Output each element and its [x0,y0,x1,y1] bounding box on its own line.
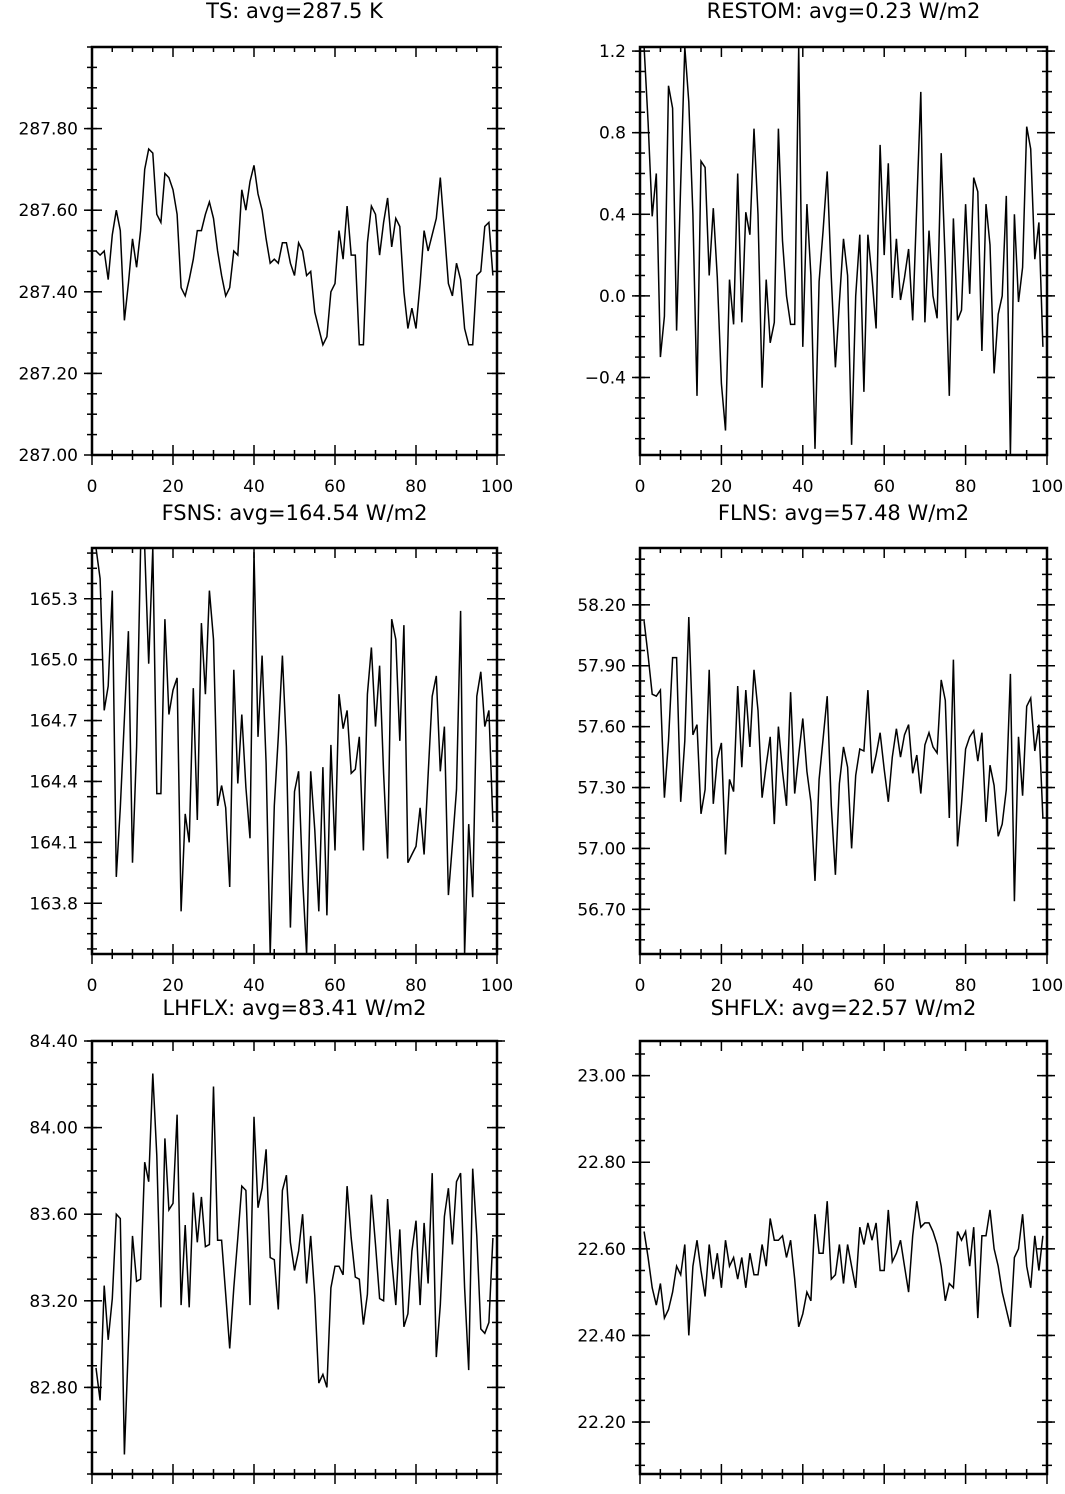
y-tick-label: 0.4 [599,205,626,225]
series-line [643,616,1044,902]
y-tick-label: 287.20 [19,364,78,384]
chart-title: SHFLX: avg=22.57 W/m2 [711,996,977,1020]
y-tick-label: 287.00 [19,446,78,466]
y-tick-label: 83.60 [29,1205,78,1225]
y-tick-label: 22.40 [577,1326,626,1346]
y-tick-label: 165.0 [29,651,78,671]
y-tick-label: 165.3 [29,590,78,610]
x-tick-label: 20 [711,976,733,996]
y-tick-label: 22.20 [577,1413,626,1433]
y-tick-label: 83.20 [29,1292,78,1312]
x-tick-label: 0 [87,976,98,996]
y-tick-label: −0.4 [585,368,626,388]
chart-title: FSNS: avg=164.54 W/m2 [162,501,428,525]
y-tick-label: 57.30 [577,779,626,799]
y-tick-label: 82.80 [29,1378,78,1398]
chart-panel-5: SHFLX: avg=22.57 W/m2 22.20 22.40 22.60 22.8… [577,996,1055,1484]
y-tick-label: 56.70 [577,900,626,920]
x-tick-label: 20 [711,477,733,497]
y-tick-label: 164.1 [29,833,78,853]
x-tick-label: 100 [1031,976,1063,996]
plot-frame [90,1039,499,1476]
y-tick-label: 164.7 [29,712,78,732]
x-tick-label: 80 [405,477,427,497]
plot-frame [638,1039,1049,1476]
y-tick-label: 0.8 [599,124,626,144]
y-tick-label: 287.60 [19,201,78,221]
plot-frame [90,45,499,457]
x-tick-label: 80 [405,976,427,996]
series-line [95,547,494,955]
x-tick-label: 60 [873,477,895,497]
x-tick-label: 40 [792,976,814,996]
y-tick-label: 23.00 [577,1067,626,1087]
y-tick-label: 164.4 [29,772,78,792]
y-tick-label: 84.40 [29,1032,78,1052]
chart-title: LHFLX: avg=83.41 W/m2 [162,996,426,1020]
y-tick-label: 57.90 [577,657,626,677]
x-tick-label: 0 [635,477,646,497]
x-tick-label: 40 [243,477,265,497]
chart-panel-4: LHFLX: avg=83.41 W/m2 82.80 83.20 83.60 84.0… [29,996,505,1484]
x-tick-label: 20 [162,976,184,996]
chart-panel-0: TS: avg=287.5 K 287.00 287.20 287.40 287.60 2… [19,0,514,497]
series-line [95,1073,494,1455]
y-tick-label: 58.20 [577,596,626,616]
chart-title: TS: avg=287.5 K [205,0,384,23]
chart-panel-2: FSNS: avg=164.54 W/m2 163.8 164.1 164.4 164.… [29,501,513,996]
x-tick-label: 0 [635,976,646,996]
x-tick-label: 0 [87,477,98,497]
chart-title: RESTOM: avg=0.23 W/m2 [707,0,981,23]
x-tick-label: 100 [1031,477,1063,497]
y-tick-label: 22.60 [577,1240,626,1260]
x-tick-label: 40 [792,477,814,497]
plot-frame [638,546,1049,956]
x-tick-label: 40 [243,976,265,996]
x-tick-label: 80 [955,976,977,996]
x-tick-label: 60 [873,976,895,996]
y-tick-label: 84.00 [29,1119,78,1139]
chart-panel-1: RESTOM: avg=0.23 W/m2 −0.4 0.0 0.4 0.8 1.2 0 20… [585,0,1064,497]
y-tick-label: 287.80 [19,120,78,140]
x-tick-label: 100 [481,477,513,497]
y-tick-label: 57.00 [577,839,626,859]
y-tick-label: 287.40 [19,283,78,303]
y-tick-label: 163.8 [29,894,78,914]
x-tick-label: 80 [955,477,977,497]
y-tick-label: 22.80 [577,1153,626,1173]
x-tick-label: 20 [162,477,184,497]
chart-panel-3: FLNS: avg=57.48 W/m2 56.70 57.00 57.30 57.60… [577,501,1063,996]
series-line [643,1201,1044,1336]
x-tick-label: 60 [324,976,346,996]
plot-frame [90,546,499,956]
x-tick-label: 100 [481,976,513,996]
y-tick-label: 1.2 [599,42,626,62]
x-tick-label: 60 [324,477,346,497]
series-line [643,46,1044,456]
y-tick-label: 0.0 [599,287,626,307]
plot-frame [638,45,1049,457]
chart-title: FLNS: avg=57.48 W/m2 [718,501,969,525]
y-tick-label: 57.60 [577,718,626,738]
series-line [95,147,494,347]
